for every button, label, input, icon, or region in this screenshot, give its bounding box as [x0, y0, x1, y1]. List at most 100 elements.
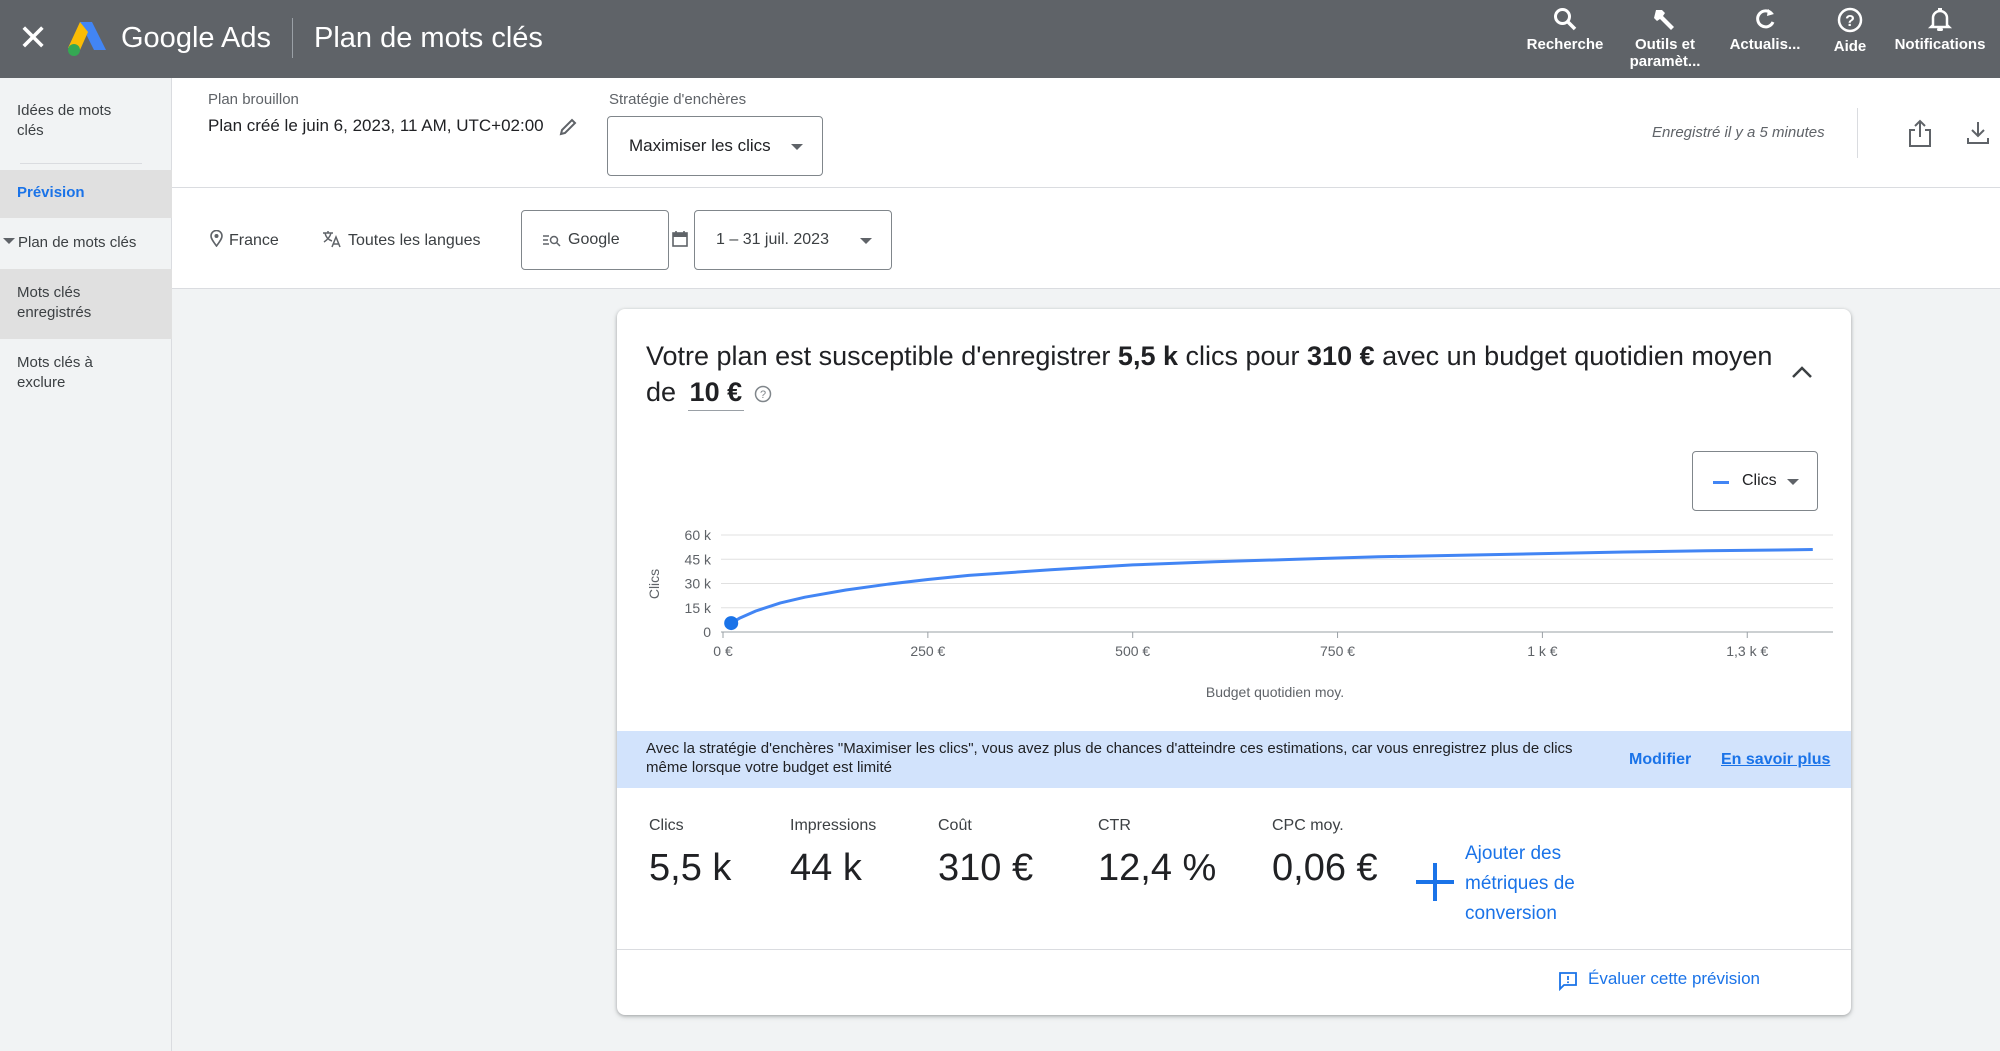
date-range-dropdown[interactable]: 1 – 31 juil. 2023: [694, 210, 892, 270]
svg-text:?: ?: [1845, 13, 1855, 30]
translate-icon: [323, 231, 341, 248]
top-bar: ✕ Google Ads Plan de mots clés Recherche…: [0, 0, 2000, 78]
strategy-info-banner: Avec la stratégie d'enchères "Maximiser …: [617, 731, 1851, 788]
page-title: Plan de mots clés: [314, 22, 543, 54]
metric-value: 310 €: [938, 847, 1034, 889]
sidebar-item-forecast[interactable]: Prévision: [17, 184, 85, 201]
feedback-icon: [1559, 972, 1577, 991]
metric-label: Coût: [938, 817, 972, 834]
filter-bar: France Toutes les langues Google 1 – 31 …: [172, 188, 2000, 289]
pencil-icon[interactable]: [559, 118, 577, 136]
calendar-icon[interactable]: [672, 230, 688, 247]
sidebar-band-saved: [0, 269, 172, 339]
language-filter[interactable]: Toutes les langues: [322, 230, 481, 250]
sidebar-item-keyword-plan[interactable]: Plan de mots clés: [0, 233, 172, 253]
rate-forecast-link[interactable]: Évaluer cette prévision: [1559, 969, 1760, 991]
metric-label: CTR: [1098, 817, 1131, 834]
strategy-label: Stratégie d'enchères: [609, 91, 747, 108]
headline-mid2: avec un budget quotidien moyen de: [646, 341, 1773, 407]
caret-down-icon: [860, 238, 872, 244]
forecast-chart: 0 15 k 30 k 45 k 60 k 0 € 250 € 500 € 750 € 1 k €…: [646, 527, 1833, 700]
google-ads-logo: [68, 22, 106, 56]
chevron-up-icon[interactable]: [1791, 365, 1813, 379]
refresh-button[interactable]: Actualis...: [1720, 6, 1810, 74]
location-filter[interactable]: France: [210, 229, 279, 250]
help-label: Aide: [1833, 38, 1867, 55]
network-search-icon: [543, 235, 561, 247]
chart-metric-value: Clics: [1742, 472, 1777, 489]
tools-settings-button[interactable]: Outils et paramèt...: [1622, 6, 1708, 74]
strategy-info-message: Avec la stratégie d'enchères "Maximiser …: [646, 740, 1573, 776]
title-separator: [292, 18, 293, 58]
metric-label: CPC moy.: [1272, 817, 1344, 834]
current-budget-point: [724, 616, 739, 631]
wrench-icon: [1654, 10, 1674, 30]
metric-value: 5,5 k: [649, 847, 732, 889]
brand-name: Google Ads: [121, 22, 271, 54]
x-axis-label: Budget quotidien moy.: [1206, 684, 1344, 700]
share-icon[interactable]: [1907, 118, 1933, 148]
forecast-card: Votre plan est susceptible d'enregistrer…: [617, 309, 1851, 1015]
refresh-label: Actualis...: [1729, 36, 1801, 53]
search-label: Recherche: [1526, 36, 1604, 53]
headline-prefix: Votre plan est susceptible d'enregistrer: [646, 341, 1118, 371]
y-tick-label: 45 k: [685, 551, 712, 567]
x-tick-label: 1,3 k €: [1726, 643, 1768, 659]
download-icon[interactable]: [1966, 120, 1990, 146]
metric-value: 12,4 %: [1098, 847, 1217, 889]
forecast-headline: Votre plan est susceptible d'enregistrer…: [646, 338, 1796, 411]
tools-settings-label: Outils et paramèt...: [1629, 36, 1701, 70]
metric-cost: Coût 310 €: [938, 817, 1033, 890]
series-line-clicks: [730, 548, 1813, 625]
location-pin-icon: [210, 229, 223, 248]
saved-status: Enregistré il y a 5 minutes: [1652, 124, 1825, 141]
y-tick-label: 0: [703, 624, 711, 640]
bid-strategy-value: Maximiser les clics: [629, 136, 771, 155]
learn-more-link[interactable]: En savoir plus: [1721, 751, 1831, 768]
y-tick-label: 15 k: [685, 600, 712, 616]
sidebar-divider: [20, 163, 142, 164]
sidebar-item-saved-keywords[interactable]: Mots clés enregistrés: [17, 284, 92, 321]
network-value: Google: [568, 231, 620, 248]
help-button[interactable]: ? Aide: [1825, 6, 1875, 74]
network-filter[interactable]: Google: [521, 210, 669, 270]
card-divider: [617, 949, 1851, 950]
headline-cost: 310 €: [1307, 341, 1375, 371]
x-tick-label: 750 €: [1320, 643, 1355, 659]
metric-label: Impressions: [790, 817, 877, 834]
header-divider: [1857, 108, 1858, 158]
chart-metric-dropdown[interactable]: Clics: [1692, 451, 1818, 511]
rate-forecast-label: Évaluer cette prévision: [1588, 969, 1760, 988]
caret-down-icon: [3, 238, 15, 244]
date-range-value: 1 – 31 juil. 2023: [716, 231, 829, 248]
metric-value: 44 k: [790, 847, 862, 889]
y-tick-label: 30 k: [685, 576, 712, 592]
language-value: Toutes les langues: [348, 232, 481, 249]
headline-budget-input[interactable]: 10 €: [687, 374, 745, 411]
help-circle-icon[interactable]: ?: [754, 385, 772, 403]
svg-text:?: ?: [760, 389, 766, 401]
metric-clicks: Clics 5,5 k: [649, 817, 731, 890]
location-value: France: [229, 232, 279, 249]
help-icon: ?: [1837, 7, 1863, 33]
notifications-label: Notifications: [1894, 36, 1986, 53]
bid-strategy-dropdown[interactable]: Maximiser les clics: [607, 116, 823, 176]
sidebar-band-forecast: [0, 170, 172, 218]
plan-header: Plan brouillon Plan créé le juin 6, 2023…: [172, 78, 2000, 188]
close-icon[interactable]: ✕: [18, 17, 49, 58]
series-swatch: [1713, 481, 1729, 484]
modify-link[interactable]: Modifier: [1629, 751, 1692, 768]
notifications-button[interactable]: Notifications: [1890, 6, 1990, 74]
sidebar: Idées de mots clés Prévision Plan de mot…: [0, 78, 172, 1051]
sidebar-item-keyword-ideas[interactable]: Idées de mots clés: [17, 102, 112, 139]
add-conversion-metrics-label: Ajouter des métriques de conversion: [1465, 843, 1575, 924]
plus-icon: [1416, 863, 1454, 901]
metric-label: Clics: [649, 817, 684, 834]
sidebar-item-negative-keywords[interactable]: Mots clés à exclure: [17, 354, 93, 391]
metric-impressions: Impressions 44 k: [790, 817, 876, 890]
caret-down-icon: [1787, 479, 1799, 485]
x-tick-label: 250 €: [910, 643, 945, 659]
search-button[interactable]: Recherche: [1520, 6, 1610, 74]
plan-name: Plan créé le juin 6, 2023, 11 AM, UTC+02…: [208, 116, 544, 135]
metric-avg-cpc: CPC moy. 0,06 €: [1272, 817, 1378, 890]
